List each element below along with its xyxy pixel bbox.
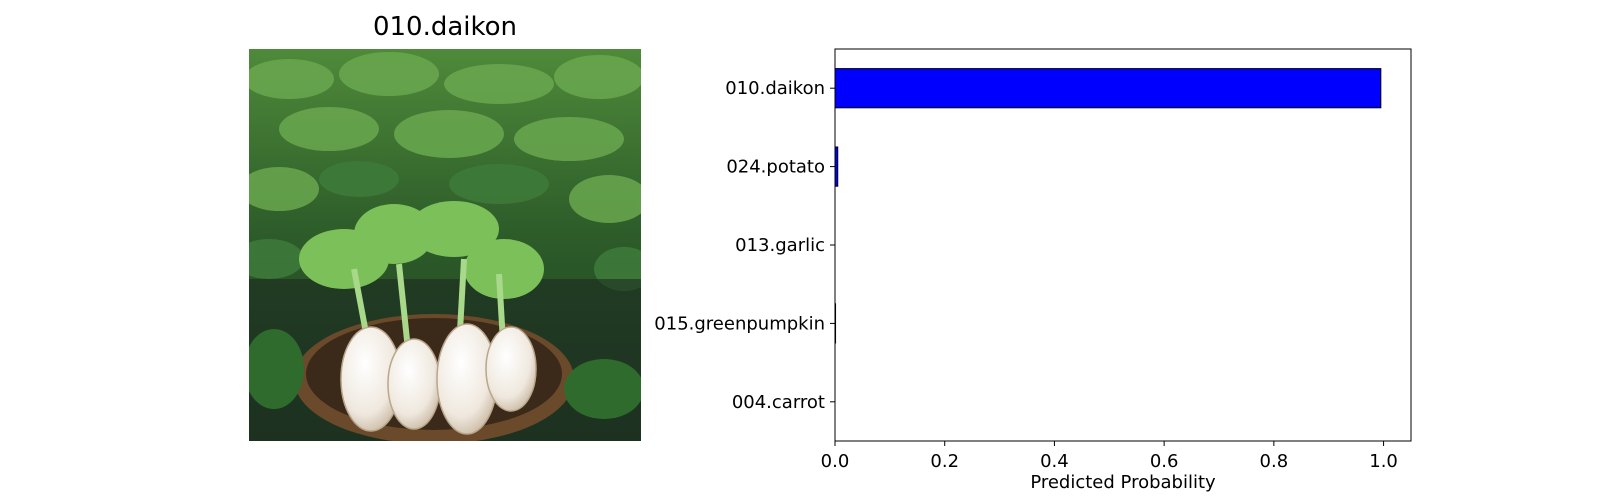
y-tick-label: 013.garlic [735,235,825,256]
x-tick-label: 1.0 [1369,451,1398,472]
x-tick-label: 0.2 [930,451,959,472]
x-tick-label: 0.6 [1150,451,1179,472]
x-tick-label: 0.8 [1260,451,1289,472]
x-tick-label: 0.4 [1040,451,1069,472]
y-tick-label: 024.potato [726,157,825,178]
y-tick-label: 010.daikon [725,78,825,99]
y-tick-label: 004.carrot [732,392,825,413]
image-title: 010.daikon [372,12,518,42]
bar-series [834,68,1382,344]
x-tick-label: 0.0 [821,451,850,472]
daikon-photo [249,49,641,441]
bar-010.daikon [834,68,1382,109]
y-tick-label: 015.greenpumpkin [654,313,825,334]
x-axis-label: Predicted Probability [1030,472,1216,493]
